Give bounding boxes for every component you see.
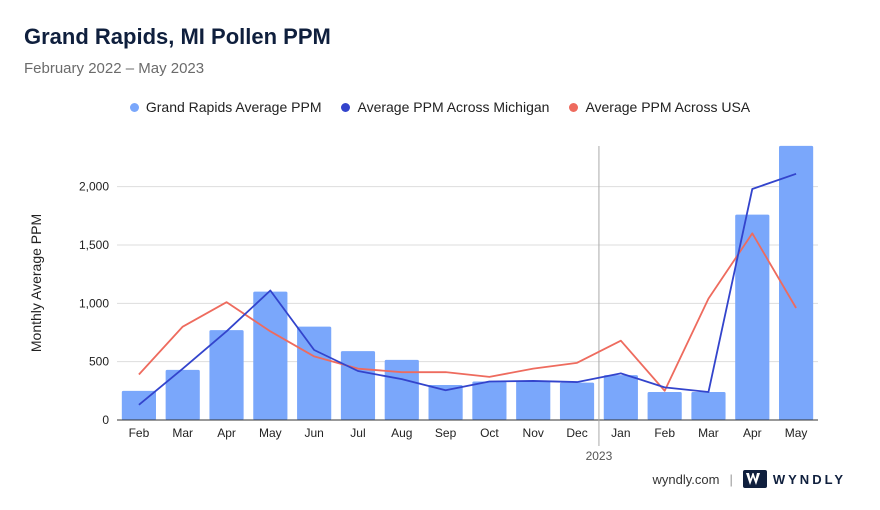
legend-item-michigan: Average PPM Across Michigan [341,99,549,115]
footer-separator: | [729,471,733,487]
y-tick-label: 0 [102,413,109,427]
brand-logo[interactable]: WYNDLY [742,470,846,488]
bar-grand-rapids [779,145,814,421]
x-tick-label: Jan [611,426,630,440]
bar-grand-rapids [691,392,726,420]
bar-grand-rapids [253,291,288,420]
x-tick-label: May [259,426,282,440]
legend-label-michigan: Average PPM Across Michigan [357,99,550,115]
bar-grand-rapids [735,214,770,420]
year-divider-label: 2023 [586,449,613,463]
bar-grand-rapids [384,359,419,420]
x-tick-label: Sep [435,426,457,440]
x-tick-label: Dec [566,426,587,440]
legend-label-usa: Average PPM Across USA [585,99,751,115]
bar-grand-rapids [472,381,507,420]
bar-grand-rapids [297,326,332,420]
y-tick-label: 1,000 [79,296,109,310]
x-tick-label: Jun [304,426,323,440]
bar-grand-rapids [647,392,682,420]
bar-grand-rapids [165,369,200,420]
x-tick-label: May [785,426,808,440]
y-tick-label: 500 [89,355,109,369]
legend-swatch-michigan [341,102,351,112]
x-tick-label: Nov [523,426,544,440]
brand-name: WYNDLY [772,471,846,487]
x-tick-label: Mar [698,426,719,440]
x-tick-label: Jul [350,426,365,440]
x-tick-label: Apr [217,426,236,440]
footer: wyndly.com | WYNDLY [653,470,846,488]
bar-grand-rapids [559,382,595,420]
legend-item-usa: Average PPM Across USA [569,99,750,115]
bar-grand-rapids [516,380,551,420]
legend-swatch-grand-rapids [129,102,139,112]
y-tick-label: 2,000 [79,180,109,194]
bar-grand-rapids [340,351,376,420]
chart-subtitle: February 2022 – May 2023 [24,60,205,77]
x-tick-label: Feb [654,426,675,440]
line-usa [138,232,797,392]
bar-grand-rapids [209,330,244,420]
x-tick-label: Apr [743,426,762,440]
line-michigan [138,172,797,406]
legend-item-grand-rapids: Grand Rapids Average PPM [129,99,322,115]
x-tick-label: Mar [172,426,193,440]
y-tick-label: 1,500 [79,238,109,252]
x-tick-label: Oct [480,426,499,440]
bar-grand-rapids [428,385,463,420]
bar-grand-rapids [603,375,638,420]
footer-site-link[interactable]: wyndly.com [652,471,720,487]
legend-swatch-usa [569,102,579,112]
x-tick-label: Feb [129,426,150,440]
x-tick-label: Aug [391,426,412,440]
chart-title: Grand Rapids, MI Pollen PPM [24,24,331,49]
legend: Grand Rapids Average PPM Average PPM Acr… [0,99,880,115]
legend-label-grand-rapids: Grand Rapids Average PPM [145,99,322,115]
wyndly-logo-icon [742,470,767,488]
